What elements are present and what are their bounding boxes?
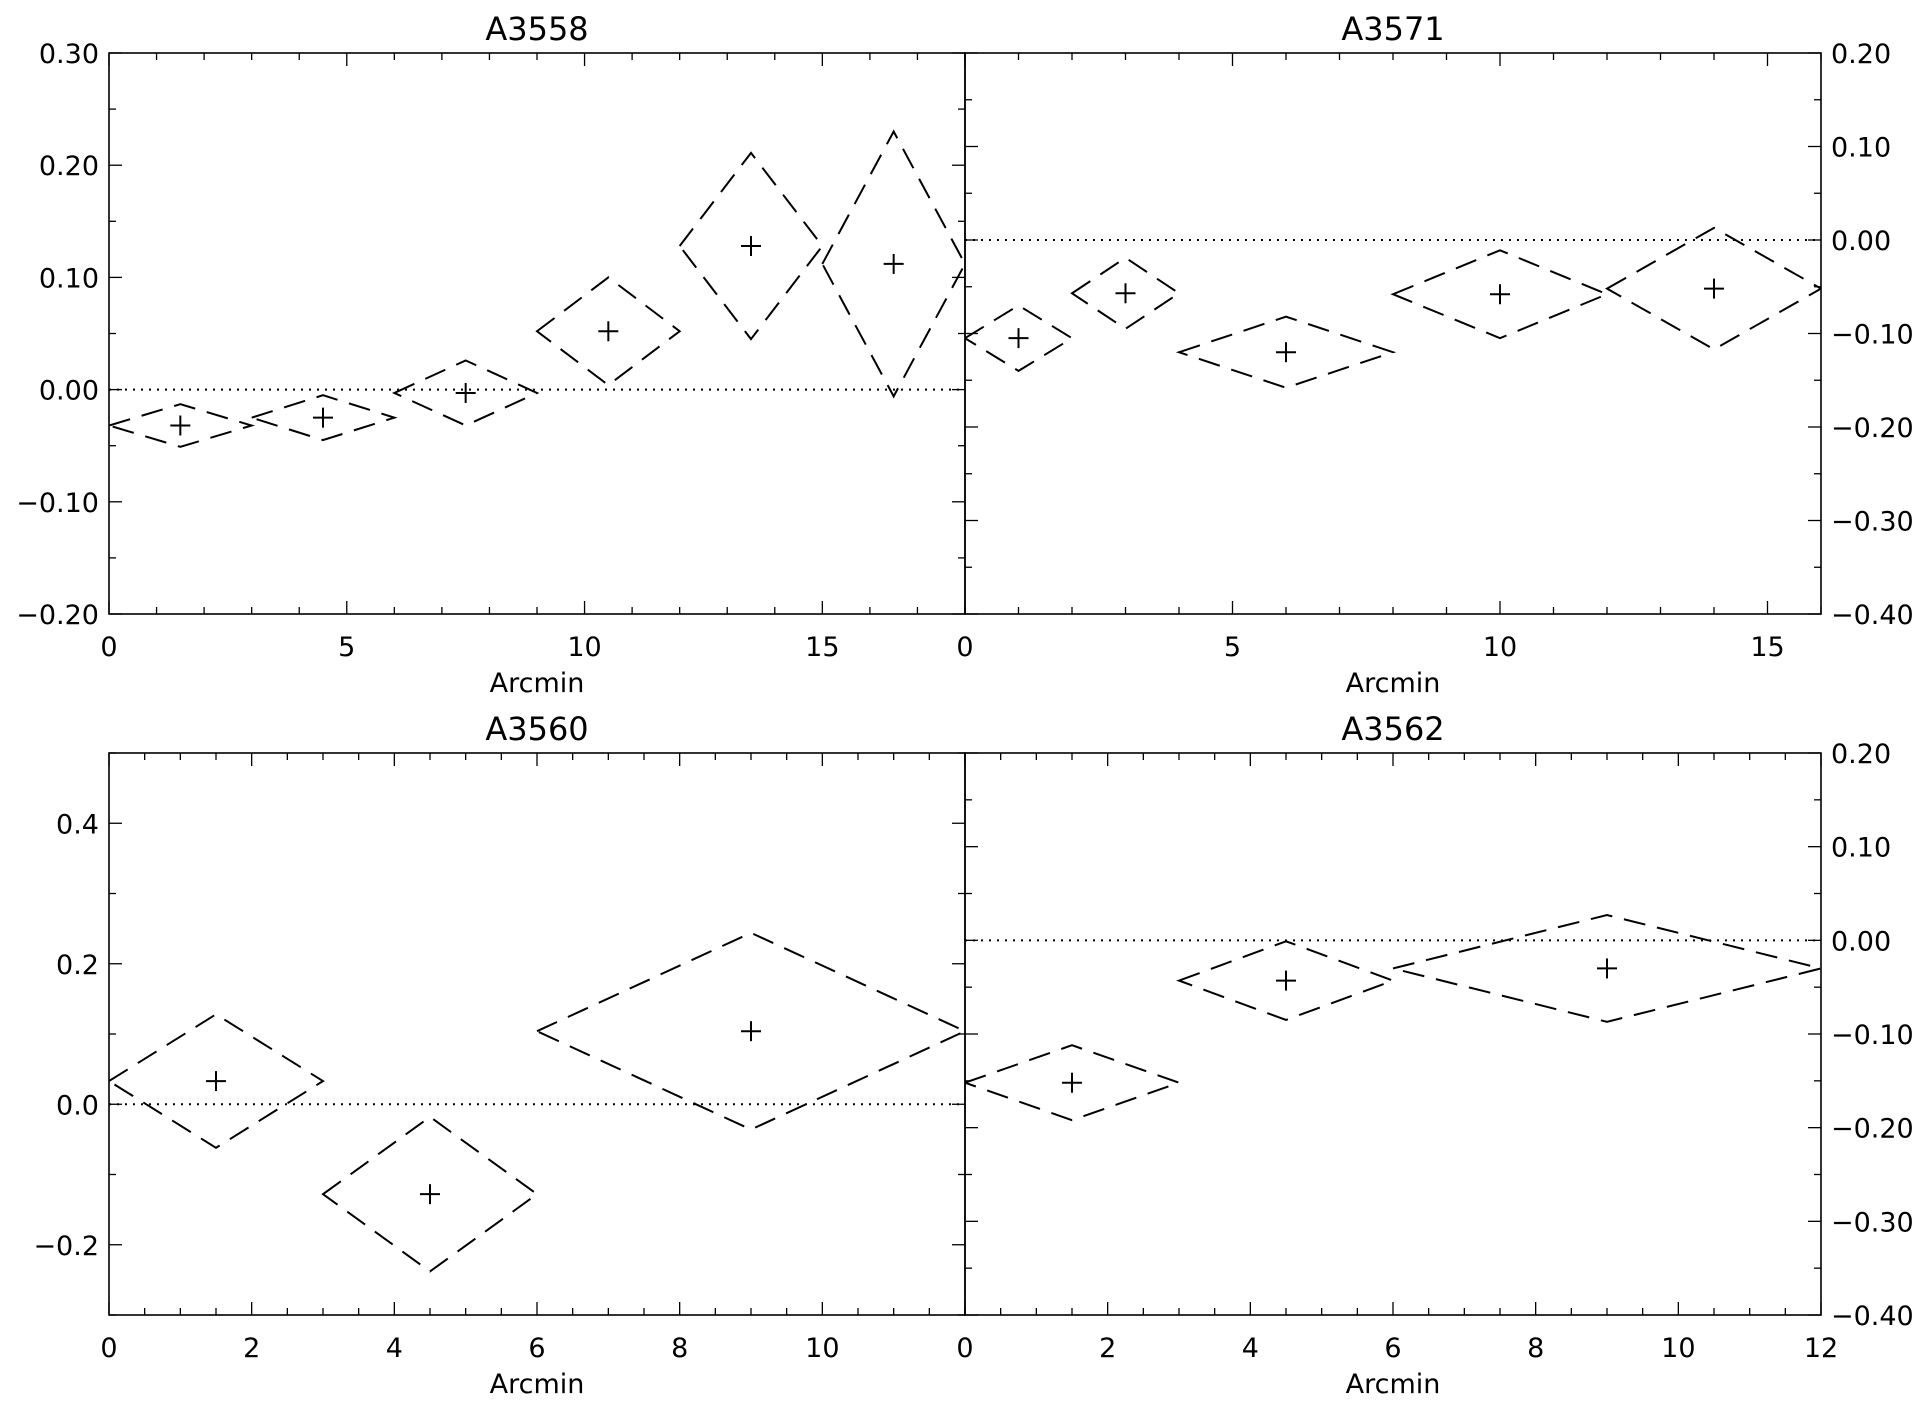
panel-a3560: A3560 0 2 4 6 8 10 Arcmin −0.2 0.0 0.2 0.4	[33, 710, 966, 1400]
error-diamond	[1176, 940, 1396, 1022]
x-tick-label: 8	[1527, 1333, 1544, 1364]
x-tick-label: 0	[956, 1333, 973, 1364]
y-tick-label: −0.2	[33, 1231, 99, 1262]
panel-title: A3562	[1341, 710, 1444, 748]
x-tick-label: 2	[1099, 1333, 1116, 1364]
panel-title: A3571	[1341, 10, 1444, 48]
y-tick-label: 0.30	[39, 39, 99, 70]
x-tick-label: 6	[528, 1333, 545, 1364]
panel-a3571: A3571 0 5 10 15 Arcmin −0.40 −0.30 −0.20 −0.10 0.0…	[956, 10, 1913, 699]
panel-a3562: A3562 0 2 4 6 8 10 12 Arcmin −0.40 −0.30 −0.20 −0.10…	[956, 710, 1913, 1400]
x-tick-label: 10	[805, 1333, 839, 1364]
error-diamond	[1175, 315, 1397, 389]
y-tick-label: −0.20	[1831, 413, 1914, 444]
x-axis-label: Arcmin	[490, 668, 585, 699]
y-tick-label: −0.40	[1831, 600, 1914, 631]
x-tick-label: 15	[1750, 632, 1784, 663]
data-marks	[109, 931, 965, 1273]
error-diamond	[534, 931, 965, 1131]
data-marks	[965, 914, 1821, 1122]
x-tick-label: 5	[1224, 632, 1241, 663]
panel-title: A3560	[485, 710, 588, 748]
x-tick-label: 12	[1804, 1333, 1838, 1364]
y-tick-label: 0.4	[56, 809, 99, 840]
y-tick-label: −0.10	[16, 488, 99, 519]
y-tick-label: 0.10	[1831, 133, 1891, 164]
y-tick-label: −0.40	[1831, 1301, 1914, 1332]
y-tick-label: −0.30	[1831, 1207, 1914, 1238]
error-diamond	[965, 304, 1074, 373]
data-marks	[965, 226, 1821, 389]
plot-frame	[964, 752, 1822, 1316]
y-tick-label: 0.20	[1831, 39, 1891, 70]
x-tick-label: 8	[671, 1333, 688, 1364]
panel-a3558: A3558 0 5 10 15 Arcmin −0.20 −0.10 0.00 0.10 0.20 0…	[16, 10, 966, 699]
error-diamond	[391, 359, 540, 427]
x-tick-label: 6	[1384, 1333, 1401, 1364]
y-tick-label: −0.10	[1831, 1020, 1914, 1051]
plot-frame	[108, 752, 966, 1316]
x-tick-label: 10	[567, 632, 601, 663]
error-diamond	[1604, 226, 1821, 351]
y-tick-label: 0.10	[1831, 833, 1891, 864]
y-tick-label: 0.00	[1831, 926, 1891, 957]
x-tick-label: 15	[805, 632, 839, 663]
y-tick-label: 0.0	[56, 1090, 99, 1121]
error-diamond	[1390, 249, 1610, 340]
x-tick-label: 4	[1242, 1333, 1259, 1364]
y-tick-label: −0.10	[1831, 320, 1914, 351]
data-marks	[109, 129, 965, 448]
error-diamond	[965, 1044, 1183, 1122]
y-tick-label: 0.00	[39, 376, 99, 407]
error-diamond	[248, 394, 398, 442]
y-tick-label: 0.2	[56, 950, 99, 981]
y-tick-label: 0.00	[1831, 226, 1891, 257]
x-tick-label: 0	[956, 632, 973, 663]
plot-frame	[108, 52, 966, 615]
y-tick-label: 0.10	[39, 263, 99, 294]
x-tick-label: 10	[1483, 632, 1517, 663]
x-tick-label: 0	[100, 1333, 117, 1364]
error-diamond	[1070, 256, 1181, 331]
error-diamond	[1392, 914, 1821, 1023]
error-diamond	[321, 1115, 539, 1273]
x-tick-label: 5	[338, 632, 355, 663]
y-tick-label: 0.20	[39, 151, 99, 182]
x-axis-label: Arcmin	[1346, 668, 1441, 699]
y-tick-label: −0.30	[1831, 507, 1914, 538]
x-axis-label: Arcmin	[1346, 1369, 1441, 1400]
x-tick-label: 4	[386, 1333, 403, 1364]
x-tick-label: 2	[243, 1333, 260, 1364]
error-diamond	[109, 403, 256, 448]
error-diamond	[678, 151, 824, 341]
plot-frame	[964, 52, 1822, 615]
error-diamond	[109, 1013, 325, 1149]
y-tick-label: −0.20	[1831, 1114, 1914, 1145]
y-tick-label: −0.20	[16, 600, 99, 631]
x-axis-label: Arcmin	[490, 1369, 585, 1400]
panel-title: A3558	[485, 10, 588, 48]
x-tick-label: 10	[1661, 1333, 1695, 1364]
x-tick-label: 0	[100, 632, 117, 663]
error-diamond	[535, 276, 682, 387]
y-tick-label: 0.20	[1831, 739, 1891, 770]
